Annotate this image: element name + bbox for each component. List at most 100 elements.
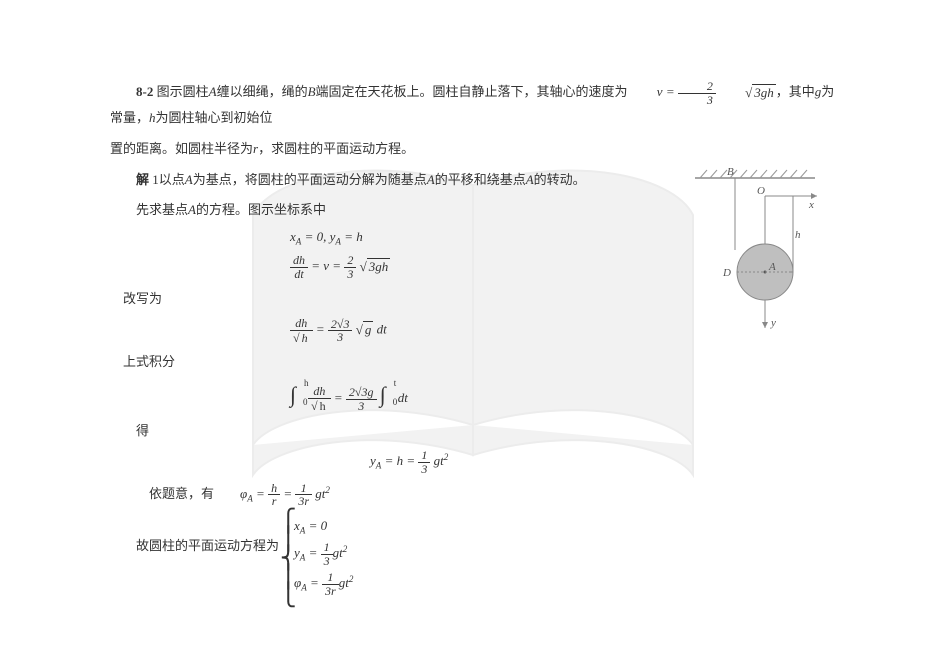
hi: t — [394, 378, 397, 390]
eq: = — [307, 575, 322, 590]
problem-statement: 8-2 图示圆柱A缠以细绳，绳的B端固定在天花板上。圆柱自静止落下，其轴心的速度… — [110, 80, 835, 131]
gt: gt — [339, 575, 349, 590]
num: dh — [290, 254, 308, 268]
den: 3r — [295, 495, 312, 508]
sys-line-1: xA = 0 — [294, 518, 353, 537]
lo: 0 — [393, 397, 398, 409]
text: 置的距离。如圆柱半径为 — [110, 141, 253, 156]
solution-label: 解 — [136, 172, 149, 187]
integral-sign: ∫ t 0 — [380, 382, 392, 407]
num: 2 — [678, 80, 716, 94]
label-get: 得 — [110, 419, 835, 444]
sq: 2 — [325, 484, 330, 494]
num: dh — [308, 385, 331, 399]
diagram-label-D: D — [722, 267, 731, 279]
text: 端固定在天花板上。圆柱自静止落下，其轴心的速度为 — [316, 84, 628, 99]
velocity-equation: v = 23 3gh — [631, 80, 776, 106]
label-yiti: 依题意，有 — [110, 482, 214, 507]
rhs: = 0 — [305, 518, 327, 533]
var-A: A — [188, 202, 196, 217]
sys-line-3: φA = 13rgt2 — [294, 571, 353, 597]
var-A: A — [526, 172, 534, 187]
den: 3 — [328, 331, 353, 344]
text: 的方程。图示坐标系中 — [196, 202, 326, 217]
num: 2 — [344, 254, 356, 268]
eq: = — [316, 322, 328, 337]
num: 1 — [321, 541, 333, 555]
diagram-label-x: x — [808, 199, 814, 211]
eq: = — [305, 545, 320, 560]
dt: dt — [373, 322, 386, 337]
var-A: A — [209, 84, 217, 99]
num: 1 — [418, 449, 430, 463]
system-lines: xA = 0 yA = 13gt2 φA = 13rgt2 — [294, 514, 353, 602]
label-final: 故圆柱的平面运动方程为 — [110, 514, 280, 559]
var-B: B — [308, 84, 316, 99]
den: 3 — [346, 400, 377, 413]
phi-row: 依题意，有 φA = hr = 13r gt2 — [110, 482, 835, 508]
gt: gt — [333, 545, 343, 560]
diagram-label-O: O — [757, 185, 765, 197]
text: 1以点 — [152, 172, 185, 187]
den: r — [268, 495, 280, 508]
num: dh — [290, 317, 313, 331]
den: 3 — [678, 94, 716, 107]
eq-lhs: v = — [657, 84, 675, 99]
eq: = — [334, 390, 346, 405]
den: 3 — [321, 555, 333, 568]
sqrt: h — [318, 398, 328, 413]
num: h — [268, 482, 280, 496]
text: ，其中 — [776, 84, 815, 99]
equation-yA: yA = h = 13 gt2 — [370, 449, 835, 475]
equation-integral: ∫ h 0 dh h = 2√3g3 ∫ t 0 dt — [290, 381, 835, 413]
text: 先求基点 — [136, 202, 188, 217]
den: 3 — [344, 268, 356, 281]
problem-number: 8-2 — [136, 84, 153, 99]
problem-statement-line2: 置的距离。如圆柱半径为r，求圆柱的平面运动方程。 — [110, 137, 835, 162]
label-integrate: 上式积分 — [110, 350, 835, 375]
sq: 2 — [349, 574, 354, 584]
eq: = — [283, 486, 295, 501]
sqrt: h — [300, 330, 310, 345]
num: 2√3 — [328, 318, 353, 332]
sys-line-2: yA = 13gt2 — [294, 541, 353, 567]
integral-sign: ∫ h 0 — [290, 382, 302, 407]
var-A: A — [427, 172, 435, 187]
int: ∫ — [380, 382, 386, 407]
hi: h — [304, 378, 309, 390]
text: 的平移和绕基点 — [435, 172, 526, 187]
text: 为圆柱轴心到初始位 — [156, 110, 273, 125]
den: 3 — [418, 463, 430, 476]
num: 2√3g — [349, 385, 374, 399]
diagram-label-h: h — [795, 229, 801, 241]
den: dt — [290, 268, 308, 281]
sq: 2 — [343, 544, 348, 554]
den: 3r — [322, 585, 339, 598]
text: 的转动。 — [534, 172, 586, 187]
var-A: A — [185, 172, 193, 187]
mid: = 0, y — [301, 229, 335, 244]
equation-phi: φA = hr = 13r gt2 — [240, 482, 330, 508]
diagram-label-y: y — [770, 317, 776, 329]
num: 1 — [295, 482, 312, 496]
lo: 0 — [303, 397, 308, 409]
diagram-label-B: B — [727, 166, 734, 178]
text: 图示圆柱 — [157, 84, 209, 99]
sqrt: g — [363, 321, 374, 337]
sqrt: 3gh — [367, 258, 391, 274]
gt: gt — [434, 453, 444, 468]
gt: gt — [315, 486, 325, 501]
final-row: 故圆柱的平面运动方程为 ⎧⎪⎨⎪⎩ xA = 0 yA = 13gt2 φA =… — [110, 514, 835, 602]
num: 1 — [322, 571, 339, 585]
problem-diagram: O x h B A D y — [685, 160, 825, 340]
left-brace: ⎧⎪⎨⎪⎩ — [280, 514, 294, 602]
mid: = v = — [311, 258, 344, 273]
text: 为基点，将圆柱的平面运动分解为随基点 — [193, 172, 427, 187]
sqrt-inner: 3gh — [752, 84, 776, 100]
equation-system: ⎧⎪⎨⎪⎩ xA = 0 yA = 13gt2 φA = 13rgt2 — [280, 514, 353, 602]
sq: 2 — [444, 452, 449, 462]
mid: = h = — [381, 453, 418, 468]
rhs: = h — [341, 229, 363, 244]
diagram-label-A: A — [768, 261, 776, 273]
text: 缠以细绳，绳的 — [217, 84, 308, 99]
